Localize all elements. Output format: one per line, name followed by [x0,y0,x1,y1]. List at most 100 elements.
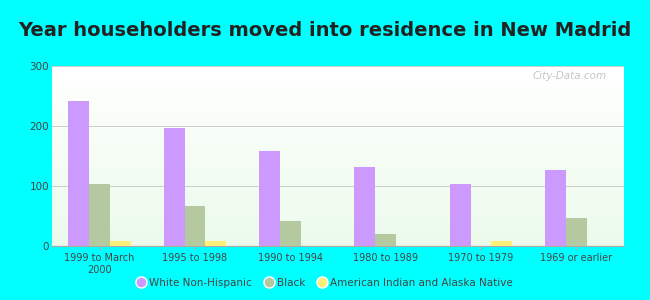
Bar [545,170,566,246]
Bar [52,92,624,93]
Bar [52,218,624,219]
Bar [52,139,624,140]
Bar [52,97,624,98]
Bar [52,120,624,121]
Bar [52,212,624,213]
Bar [52,226,624,227]
Bar [52,117,624,118]
Bar [52,199,624,200]
Bar [52,125,624,126]
Bar [52,210,624,211]
Bar [52,151,624,152]
Bar [52,103,624,104]
Bar [52,114,624,115]
Bar [52,184,624,185]
Bar [52,230,624,231]
Bar [52,132,624,133]
Bar [52,70,624,71]
Bar [52,109,624,110]
Bar [52,176,624,177]
Bar [52,204,624,205]
Bar [52,236,624,237]
Bar [52,229,624,230]
Bar [52,150,624,151]
Bar [52,161,624,162]
Bar [52,170,624,171]
Bar [52,108,624,109]
Bar [52,90,624,91]
Bar [52,122,624,123]
Bar [52,195,624,196]
Bar [52,134,624,135]
Bar [52,187,624,188]
Bar [52,119,624,120]
Bar [52,235,624,236]
Bar [52,177,624,178]
Bar [52,81,624,82]
Bar [52,228,624,229]
Bar [52,207,624,208]
Bar [52,100,624,101]
Bar [52,201,624,202]
Bar [52,153,624,154]
Bar [52,182,624,183]
Bar [52,72,624,73]
Bar [52,216,624,217]
Bar [52,71,624,72]
Bar [52,193,624,194]
Bar [52,121,624,122]
Bar [52,118,624,119]
Bar [52,179,624,180]
Bar [52,101,624,102]
Bar [52,162,624,163]
Bar [52,215,624,216]
Bar [52,85,624,86]
Text: City-Data.com: City-Data.com [533,71,607,81]
Bar [52,96,624,97]
Bar [52,137,624,138]
Bar [52,79,624,80]
Bar [52,169,624,170]
Bar [52,136,624,137]
Bar [375,234,396,246]
Bar [52,75,624,76]
Bar [566,218,587,246]
Bar [52,208,624,209]
Bar [52,94,624,95]
Bar [52,222,624,223]
Bar [52,111,624,112]
Text: Year householders moved into residence in New Madrid: Year householders moved into residence i… [18,21,632,40]
Bar [52,68,624,69]
Bar [52,73,624,74]
Bar [52,231,624,232]
Bar [52,223,624,224]
Bar [52,213,624,214]
Bar [52,82,624,83]
Bar [52,143,624,144]
Bar [68,101,89,246]
Bar [52,140,624,141]
Bar [52,225,624,226]
Bar [52,95,624,96]
Bar [52,163,624,164]
Bar [52,91,624,92]
Bar [52,217,624,218]
Bar [52,183,624,184]
Bar [52,88,624,89]
Bar [52,106,624,107]
Bar [52,110,624,111]
Bar [52,142,624,143]
Bar [52,174,624,175]
Bar [52,152,624,153]
Bar [52,180,624,181]
Bar [52,77,624,78]
Bar [52,197,624,198]
Bar [52,200,624,201]
Bar [89,184,110,246]
Bar [52,123,624,124]
Bar [52,188,624,189]
Bar [52,155,624,156]
Bar [52,172,624,173]
Bar [52,242,624,243]
Bar [52,178,624,179]
